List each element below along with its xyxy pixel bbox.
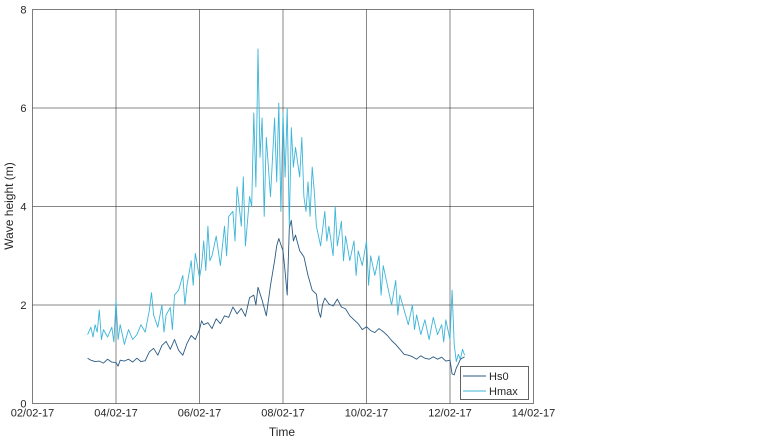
y-tick-label: 0 [20, 399, 26, 411]
grid-lines [32, 9, 534, 404]
y-tick-label: 2 [20, 300, 26, 312]
x-tick-label: 14/02-17 [512, 408, 555, 420]
y-tick-label: 6 [20, 103, 26, 115]
series-layer [87, 48, 466, 376]
legend-label-hs0: Hs0 [489, 371, 509, 383]
x-tick-label: 04/02-17 [94, 408, 137, 420]
y-axis-label: Wave height (m) [2, 162, 16, 250]
x-axis-label: Time [269, 425, 296, 439]
x-axis-ticks: 02/02-17 04/02-17 06/02-17 08/02-17 10/02-17… [11, 408, 555, 420]
x-tick-label: 12/02-17 [428, 408, 471, 420]
x-tick-label: 08/02-17 [261, 408, 304, 420]
legend-label-hmax: Hmax [489, 386, 518, 398]
y-tick-label: 8 [20, 5, 26, 17]
x-tick-label: 06/02-17 [178, 408, 221, 420]
series-line-hmax [87, 48, 466, 363]
x-tick-label: 10/02-17 [345, 408, 388, 420]
y-tick-label: 4 [20, 202, 26, 214]
series-line-hs0 [87, 219, 465, 376]
x-tick-label: 02/02-17 [11, 408, 54, 420]
legend-box [460, 366, 529, 400]
y-axis-ticks: 0 2 4 6 8 [20, 5, 26, 411]
plot-area-border [32, 9, 534, 404]
legend: Hs0 Hmax [460, 366, 529, 400]
